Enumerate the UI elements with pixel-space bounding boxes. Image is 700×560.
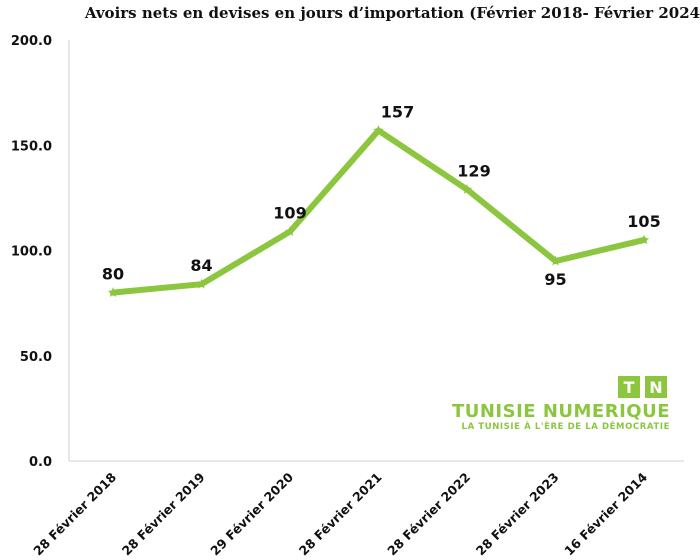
x-tick-label: 28 Février 2021 — [296, 470, 385, 559]
data-point-marker — [107, 287, 119, 298]
data-label: 95 — [544, 270, 566, 289]
y-tick-label: 50.0 — [20, 350, 52, 365]
data-point-marker — [196, 278, 207, 289]
logo-tile-n — [645, 376, 667, 398]
data-point-marker — [550, 255, 561, 266]
data-point-marker — [461, 183, 473, 194]
x-tick-label: 28 Février 2018 — [30, 470, 119, 559]
data-point-marker — [373, 125, 384, 135]
x-tick-label: 29 Février 2020 — [207, 469, 296, 558]
chart-title: Avoirs nets en devises en jours d’import… — [84, 4, 700, 22]
data-label: 129 — [457, 161, 490, 180]
logo-tile-n-letter: N — [649, 378, 662, 397]
logo-brand-name: TUNISIE NUMERIQUE — [452, 401, 670, 422]
logo-tile-t-letter: T — [624, 378, 635, 397]
data-point-marker — [638, 234, 650, 245]
series-group — [107, 125, 650, 298]
x-tick-label: 28 Février 2022 — [384, 470, 473, 559]
y-tick-label: 100.0 — [11, 245, 52, 260]
watermark-logo: T N TUNISIE NUMERIQUE LA TUNISIE À L'ÈRE… — [452, 376, 670, 432]
logo-tagline: LA TUNISIE À L'ÈRE DE LA DÉMOCRATIE — [462, 420, 670, 432]
data-label: 80 — [102, 265, 124, 284]
x-tick-label: 28 Février 2023 — [473, 470, 562, 559]
logo-tile-t — [618, 376, 640, 398]
x-tick-label: 28 Février 2019 — [119, 470, 208, 559]
y-tick-label: 0.0 — [29, 455, 52, 470]
data-point-marker — [284, 226, 296, 236]
data-labels-group: 80 84 109 157 129 95 105 — [102, 103, 661, 290]
data-label: 157 — [381, 103, 414, 122]
y-tick-label: 150.0 — [11, 139, 52, 154]
x-axis-ticks: 28 Février 2018 28 Février 2019 29 Février… — [30, 469, 650, 558]
x-tick-label: 16 Février 2014 — [561, 469, 650, 558]
y-axis-ticks: 0.0 50.0 100.0 150.0 200.0 — [11, 34, 52, 470]
data-label: 105 — [627, 212, 660, 231]
y-tick-label: 200.0 — [11, 34, 52, 49]
data-label: 109 — [273, 204, 306, 223]
data-label: 84 — [190, 256, 212, 275]
